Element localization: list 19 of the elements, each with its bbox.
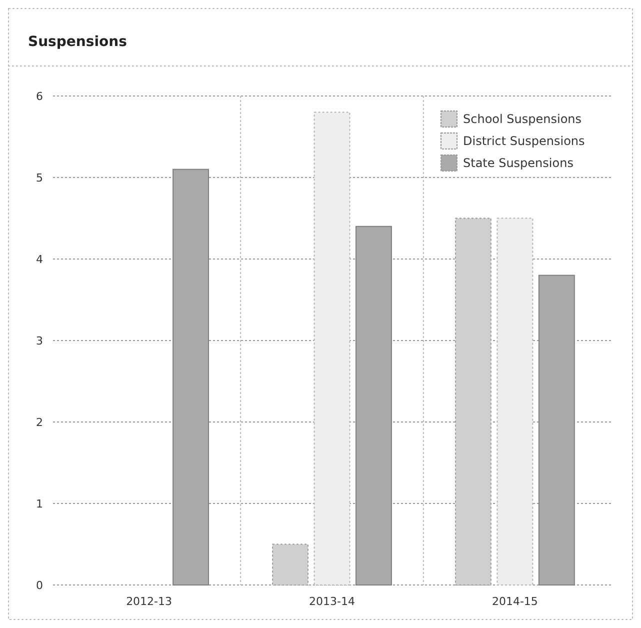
- legend-label: School Suspensions: [463, 112, 582, 126]
- bar: [496, 218, 534, 586]
- legend-label: District Suspensions: [463, 134, 585, 148]
- legend-label: State Suspensions: [463, 156, 574, 170]
- x-tick-label: 2013-14: [309, 595, 355, 608]
- y-tick-label: 3: [36, 334, 43, 348]
- chart-title: Suspensions: [28, 34, 127, 50]
- y-tick-label: 2: [36, 416, 43, 429]
- y-tick-label: 6: [36, 90, 43, 103]
- y-tick-label: 1: [36, 497, 43, 510]
- y-tick-label: 5: [36, 171, 43, 184]
- bar: [314, 112, 350, 586]
- bar: [172, 168, 210, 586]
- x-tick-label: 2014-15: [492, 595, 538, 608]
- bar: [538, 274, 575, 586]
- x-tick-label: 2012-13: [126, 595, 172, 608]
- y-tick-label: 4: [36, 252, 43, 266]
- bar: [355, 226, 392, 586]
- y-tick-label: 0: [36, 578, 43, 592]
